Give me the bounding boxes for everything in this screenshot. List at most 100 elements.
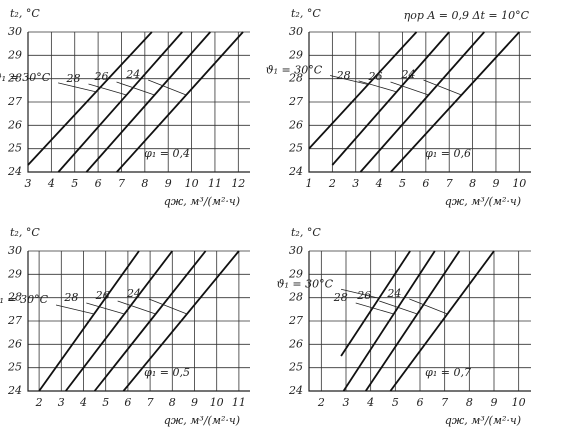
y-axis-label: t₂, °C bbox=[291, 226, 321, 239]
leader bbox=[355, 302, 394, 315]
x-tick-label: 3 bbox=[352, 177, 359, 190]
header-note: ηор A = 0,9 Δt = 10°C bbox=[404, 9, 530, 22]
series-line bbox=[93, 250, 207, 392]
y-tick-label: 28 bbox=[7, 291, 22, 304]
x-tick-label: 6 bbox=[417, 396, 424, 409]
x-tick-label: 7 bbox=[147, 396, 154, 409]
x-tick-label: 10 bbox=[210, 396, 224, 409]
y-axis-label: t₂, °C bbox=[10, 7, 40, 20]
axes bbox=[308, 251, 531, 392]
parameter-note: φ₁ = 0,5 bbox=[144, 366, 190, 379]
series-line bbox=[308, 31, 418, 150]
series-line bbox=[57, 31, 183, 173]
x-axis-label: qж, м³/(м²·ч) bbox=[445, 414, 521, 427]
y-tick-label: 28 bbox=[288, 291, 303, 304]
series-line bbox=[116, 31, 244, 173]
leader bbox=[116, 81, 155, 96]
y-tick-label: 25 bbox=[7, 361, 22, 374]
line-label: 28 bbox=[333, 291, 348, 304]
line-label: 24 bbox=[386, 287, 401, 300]
series-line bbox=[342, 250, 436, 392]
series-line bbox=[65, 250, 174, 392]
leader bbox=[379, 300, 418, 315]
x-tick-label: 4 bbox=[47, 177, 55, 190]
y-tick-label: 30 bbox=[289, 244, 303, 257]
y-tick-label: 26 bbox=[288, 118, 303, 131]
series-line bbox=[27, 31, 153, 166]
x-axis-label: qж, м³/(м²·ч) bbox=[445, 195, 521, 208]
y-tick-label: 29 bbox=[288, 48, 303, 61]
axes bbox=[27, 32, 250, 173]
x-axis-label: qж, м³/(м²·ч) bbox=[164, 195, 240, 208]
x-tick-label: 6 bbox=[124, 396, 131, 409]
x-tick-label: 7 bbox=[446, 177, 453, 190]
line-label: ϑ₁ = 30°C bbox=[0, 71, 51, 84]
leader bbox=[58, 82, 97, 93]
y-tick-label: 27 bbox=[288, 95, 303, 108]
x-tick-label: 3 bbox=[343, 396, 350, 409]
x-tick-label: 2 bbox=[35, 396, 43, 409]
series-line bbox=[85, 31, 211, 173]
line-label: 24 bbox=[400, 68, 415, 81]
y-tick-label: 26 bbox=[7, 118, 22, 131]
y-tick-label: 24 bbox=[7, 165, 22, 178]
leader bbox=[390, 81, 429, 96]
x-tick-label: 5 bbox=[102, 396, 109, 409]
leader bbox=[409, 298, 448, 315]
x-tick-label: 10 bbox=[512, 396, 526, 409]
y-axis-label: t₂, °C bbox=[10, 226, 40, 239]
y-tick-label: 27 bbox=[7, 314, 22, 327]
line-label: ϑ₁ = 30°C bbox=[0, 293, 49, 306]
leader bbox=[423, 79, 462, 96]
x-tick-label: 5 bbox=[399, 177, 406, 190]
series-line bbox=[389, 250, 495, 392]
line-label: 24 bbox=[125, 68, 140, 81]
x-tick-label: 5 bbox=[392, 396, 399, 409]
y-tick-label: 24 bbox=[7, 384, 22, 397]
y-tick-label: 29 bbox=[288, 267, 303, 280]
line-label: ϑ₁ = 30°C bbox=[277, 277, 334, 290]
leader bbox=[88, 83, 127, 96]
axes bbox=[27, 251, 250, 392]
y-tick-label: 24 bbox=[288, 165, 303, 178]
y-tick-label: 25 bbox=[288, 142, 303, 155]
leader bbox=[148, 79, 187, 96]
leader bbox=[117, 300, 156, 315]
x-tick-label: 9 bbox=[191, 396, 198, 409]
series-line bbox=[38, 250, 140, 392]
x-tick-label: 11 bbox=[208, 177, 222, 190]
y-tick-label: 29 bbox=[7, 48, 22, 61]
leader bbox=[358, 80, 397, 93]
x-tick-label: 8 bbox=[141, 177, 148, 190]
parameter-note: φ₁ = 0,6 bbox=[425, 147, 471, 160]
y-tick-label: 27 bbox=[7, 95, 22, 108]
x-tick-label: 7 bbox=[441, 396, 448, 409]
y-tick-label: 26 bbox=[7, 337, 22, 350]
x-tick-label: 10 bbox=[185, 177, 199, 190]
x-tick-label: 8 bbox=[466, 396, 473, 409]
leader bbox=[86, 302, 125, 315]
leader bbox=[55, 304, 95, 315]
x-tick-label: 6 bbox=[422, 177, 429, 190]
x-tick-label: 2 bbox=[328, 177, 336, 190]
y-tick-label: 27 bbox=[288, 314, 303, 327]
x-tick-label: 4 bbox=[79, 396, 87, 409]
parameter-note: φ₁ = 0,7 bbox=[425, 366, 471, 379]
line-label: 24 bbox=[126, 287, 141, 300]
axes bbox=[308, 32, 531, 173]
chart: 24 25 26 27 28 29 30 1 2 3 4 5 6 7 8 9 10 t₂, °C qж, м³/(м… bbox=[266, 7, 531, 208]
y-tick-label: 25 bbox=[288, 361, 303, 374]
y-tick-label: 30 bbox=[8, 244, 22, 257]
x-tick-label: 9 bbox=[165, 177, 172, 190]
x-tick-label: 11 bbox=[232, 396, 246, 409]
y-tick-label: 26 bbox=[288, 337, 303, 350]
series-line bbox=[340, 250, 411, 357]
chart: 24 25 26 27 28 29 30 2 3 4 5 6 7 8 9 10 11 t₂, °C qж, м³/(… bbox=[0, 226, 250, 427]
line-label: 28 bbox=[63, 291, 78, 304]
series-line bbox=[390, 31, 520, 173]
x-tick-label: 2 bbox=[317, 396, 325, 409]
x-tick-label: 4 bbox=[375, 177, 383, 190]
parameter-note: φ₁ = 0,4 bbox=[144, 147, 190, 160]
x-tick-label: 9 bbox=[492, 177, 499, 190]
